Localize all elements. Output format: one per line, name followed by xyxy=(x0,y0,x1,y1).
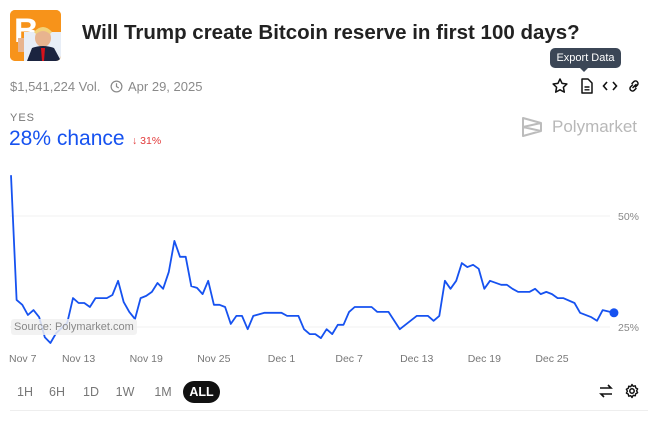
x-tick-label: Dec 1 xyxy=(268,353,296,365)
x-tick-label: Nov 13 xyxy=(62,353,95,365)
chart-source: Source: Polymarket.com xyxy=(11,319,137,335)
clock-icon xyxy=(110,80,123,93)
chance-value: 28% chance xyxy=(9,127,125,150)
outcome-label: YES xyxy=(10,112,36,124)
market-image: B xyxy=(10,10,61,61)
document-icon[interactable] xyxy=(578,77,596,95)
timerange-6h[interactable]: 6H xyxy=(49,385,65,399)
code-icon[interactable] xyxy=(601,77,619,95)
chance-change: ↓ 31% xyxy=(132,135,161,147)
price-chart[interactable]: 50% 25% Nov 7 Nov 13 Nov 19 Nov 25 Dec 1 Dec 7 D… xyxy=(0,160,658,370)
star-icon[interactable] xyxy=(551,77,569,95)
link-icon[interactable] xyxy=(625,77,643,95)
settings-gear-icon[interactable] xyxy=(624,383,640,399)
x-tick-label: Nov 7 xyxy=(9,353,37,365)
timerange-1d[interactable]: 1D xyxy=(83,385,99,399)
volume: $1,541,224 Vol. xyxy=(10,79,101,94)
timerange-1h[interactable]: 1H xyxy=(17,385,33,399)
swap-icon[interactable] xyxy=(598,383,614,399)
polymarket-logo: Polymarket xyxy=(520,115,637,139)
x-tick-label: Dec 7 xyxy=(335,353,363,365)
polymarket-logo-icon xyxy=(522,117,542,137)
arrow-down-icon: ↓ xyxy=(132,135,138,147)
chance-change-value: 31% xyxy=(140,135,162,147)
price-line xyxy=(10,175,615,344)
current-price-dot xyxy=(609,308,619,318)
timerange-1w[interactable]: 1W xyxy=(115,385,135,399)
brand-name: Polymarket xyxy=(552,117,638,136)
x-tick-label: Nov 19 xyxy=(130,353,163,365)
x-tick-label: Dec 13 xyxy=(400,353,433,365)
x-tick-label: Dec 19 xyxy=(468,353,501,365)
divider xyxy=(10,410,648,411)
end-date: Apr 29, 2025 xyxy=(110,79,202,94)
y-tick-label: 25% xyxy=(618,322,639,334)
y-tick-label: 50% xyxy=(618,211,639,223)
x-tick-label: Nov 25 xyxy=(197,353,230,365)
timerange-all[interactable]: ALL xyxy=(183,381,220,403)
timerange-1m[interactable]: 1M xyxy=(154,385,172,399)
x-tick-label: Dec 25 xyxy=(535,353,568,365)
end-date-text: Apr 29, 2025 xyxy=(128,79,203,94)
export-tooltip: Export Data xyxy=(550,48,621,72)
market-title: Will Trump create Bitcoin reserve in fir… xyxy=(82,21,580,44)
